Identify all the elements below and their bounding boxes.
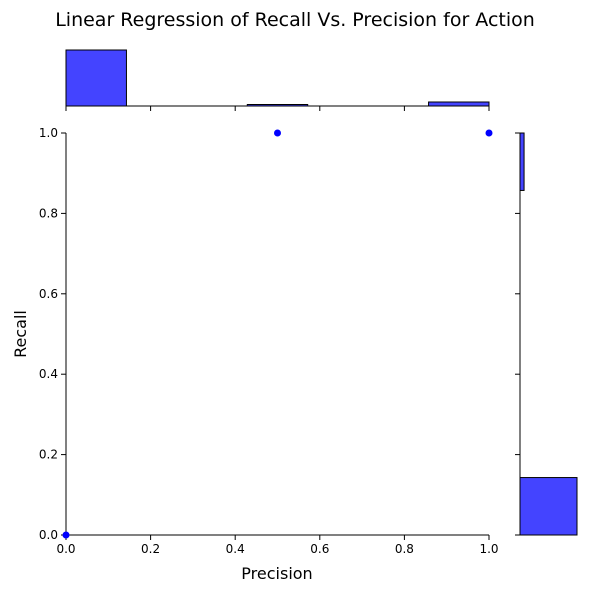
marginal-y-bar <box>519 477 578 536</box>
y-tick-label: 0.6 <box>39 287 58 301</box>
y-tick-label: 0.8 <box>39 206 58 220</box>
x-tick-label: 0.6 <box>310 542 329 556</box>
x-tick-label: 1.0 <box>479 542 498 556</box>
x-tick-label: 0.2 <box>141 542 160 556</box>
y-tick-label: 1.0 <box>39 126 58 140</box>
marginal-x-bar <box>428 101 490 107</box>
x-tick-label: 0.0 <box>56 542 75 556</box>
x-tick-label: 0.8 <box>395 542 414 556</box>
y-tick-label: 0.0 <box>39 528 58 542</box>
marginal-x-bar <box>65 49 127 107</box>
y-axis-label: Recall <box>11 310 30 358</box>
scatter-point <box>62 531 70 539</box>
chart-title: Linear Regression of Recall Vs. Precisio… <box>55 9 535 31</box>
y-tick-label: 0.4 <box>39 367 58 381</box>
scatter-point <box>485 129 493 137</box>
marginal-x-histogram <box>65 49 490 111</box>
marginal-y-bar <box>519 132 525 191</box>
scatter-point <box>274 129 281 137</box>
marginal-y-histogram <box>515 132 578 536</box>
x-axis-label: Precision <box>241 564 312 583</box>
scatter-plot-area: 0.0 0.2 0.4 0.6 0.8 1.0 0.0 0.2 0.4 0.6 0.8 1.0 <box>39 126 499 556</box>
x-tick-label: 0.4 <box>226 542 245 556</box>
marginal-x-bar <box>246 104 309 107</box>
y-tick-label: 0.2 <box>39 448 58 462</box>
